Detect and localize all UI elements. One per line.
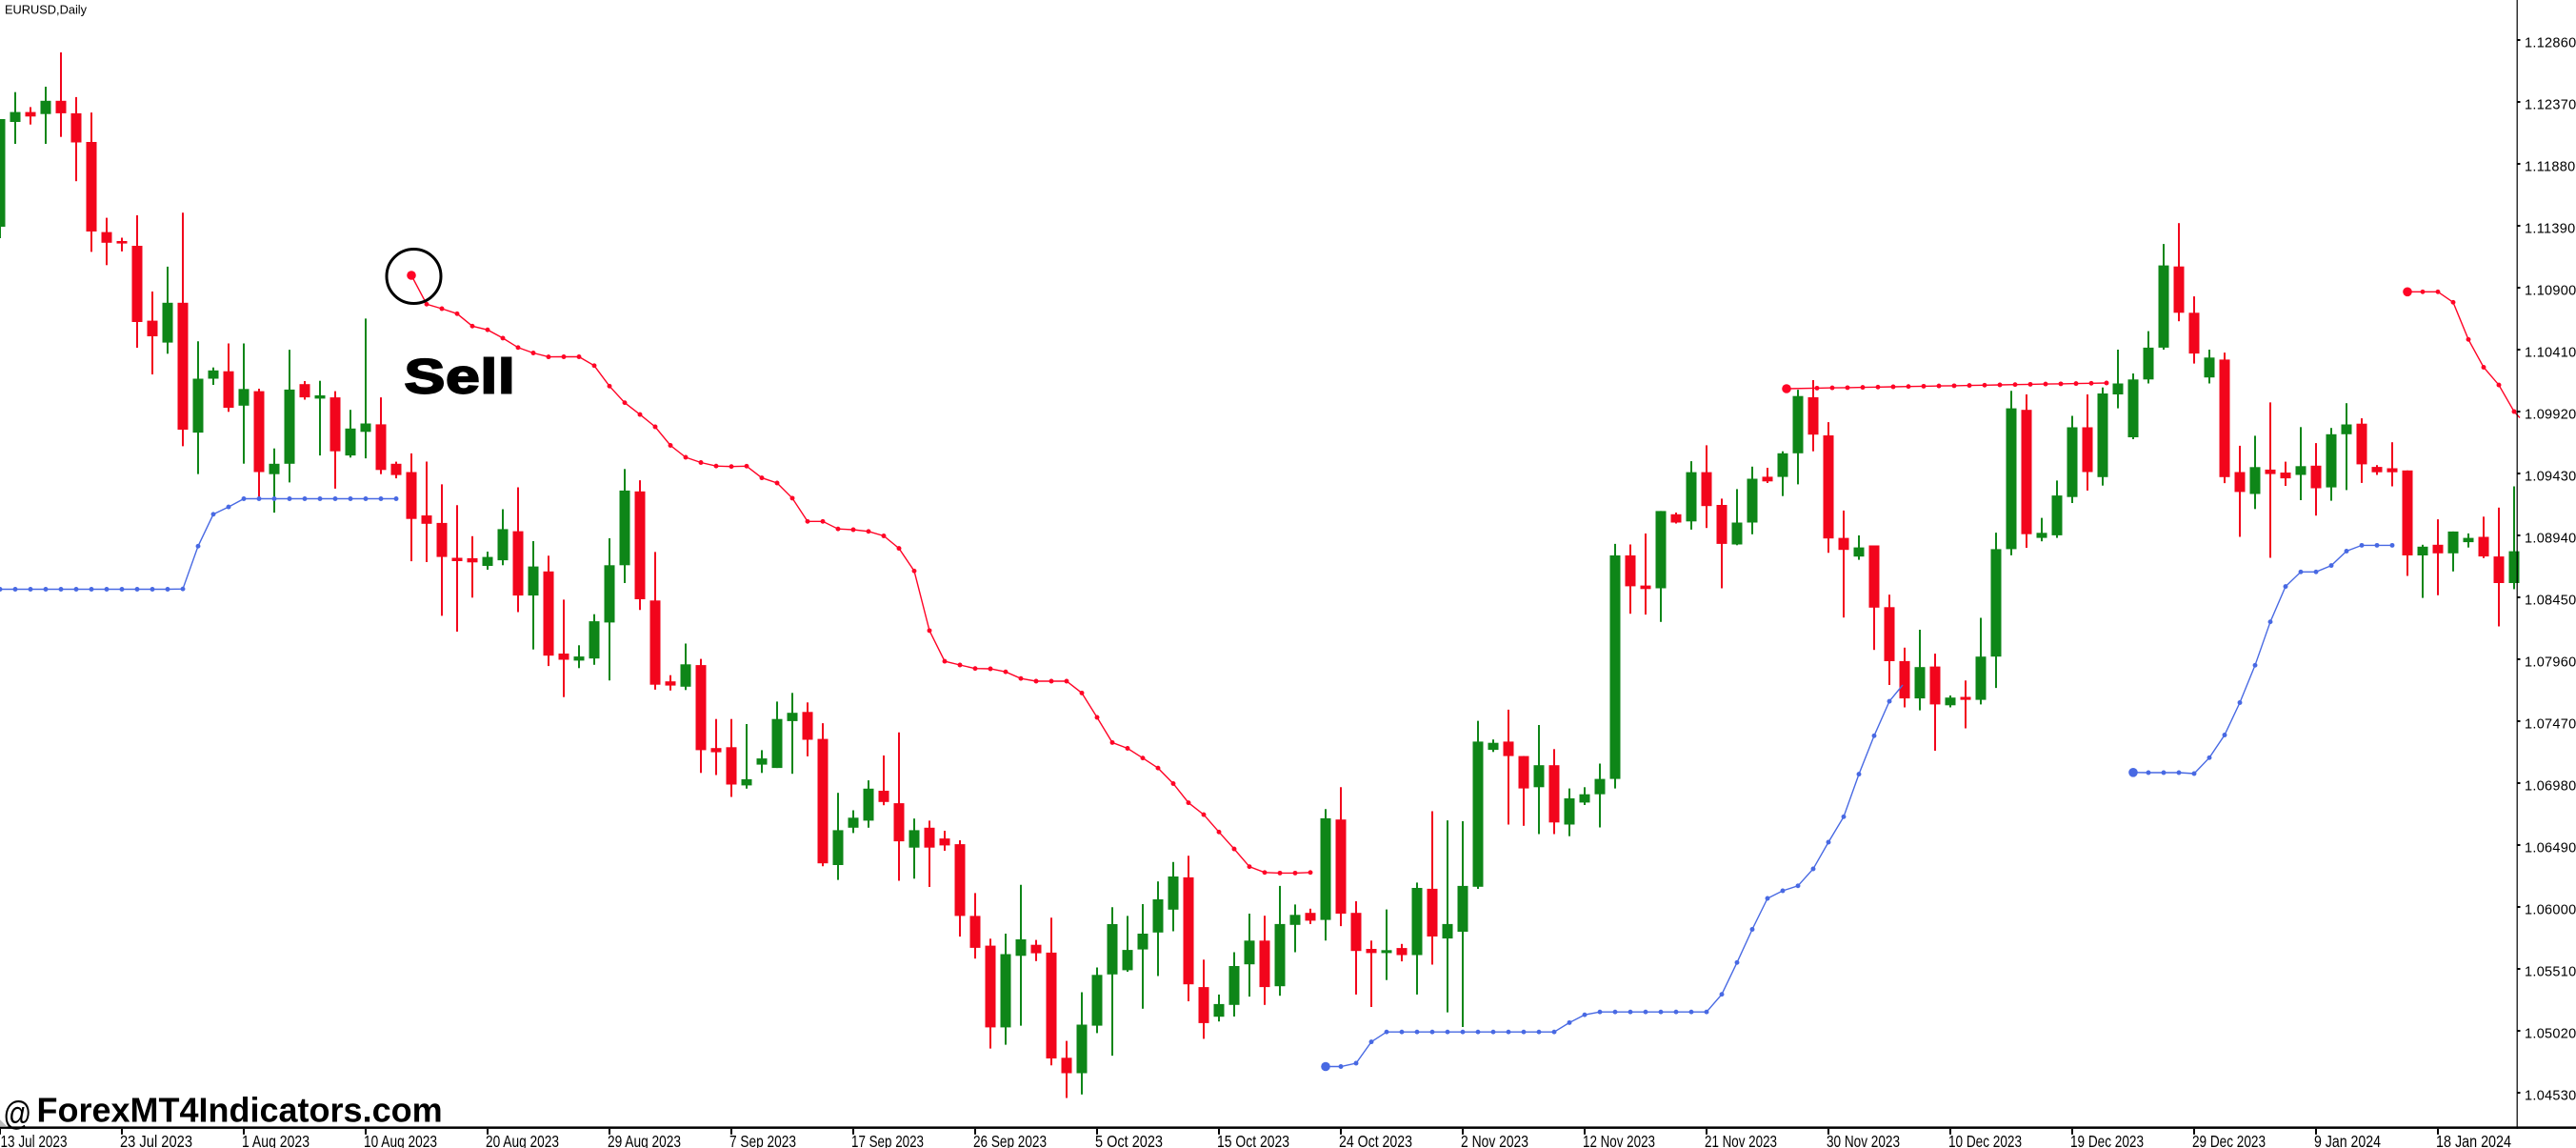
- svg-text:7 Sep 2023: 7 Sep 2023: [729, 1132, 796, 1148]
- svg-text:24 Oct 2023: 24 Oct 2023: [1339, 1132, 1412, 1148]
- svg-text:1.07470: 1.07470: [2525, 716, 2576, 732]
- svg-text:23 Jul 2023: 23 Jul 2023: [120, 1132, 192, 1148]
- svg-text:1.09920: 1.09920: [2525, 407, 2576, 422]
- svg-text:1.11390: 1.11390: [2525, 221, 2575, 236]
- svg-text:10 Dec 2023: 10 Dec 2023: [1948, 1132, 2022, 1148]
- svg-text:1.10410: 1.10410: [2525, 345, 2576, 360]
- svg-text:29 Dec 2023: 29 Dec 2023: [2192, 1132, 2266, 1148]
- svg-text:1.06980: 1.06980: [2525, 778, 2576, 794]
- svg-text:1.06490: 1.06490: [2525, 840, 2576, 856]
- svg-text:1.05020: 1.05020: [2525, 1026, 2576, 1041]
- svg-text:1.12370: 1.12370: [2525, 97, 2576, 112]
- svg-text:13 Jul 2023: 13 Jul 2023: [1, 1132, 68, 1148]
- svg-text:1.04530: 1.04530: [2525, 1088, 2576, 1103]
- svg-text:1.11880: 1.11880: [2525, 159, 2575, 174]
- svg-text:1.09430: 1.09430: [2525, 469, 2576, 484]
- svg-text:1 Aug 2023: 1 Aug 2023: [242, 1132, 310, 1148]
- svg-text:1.10900: 1.10900: [2525, 283, 2576, 298]
- svg-text:21 Nov 2023: 21 Nov 2023: [1705, 1132, 1777, 1148]
- svg-text:5 Oct 2023: 5 Oct 2023: [1095, 1132, 1163, 1148]
- svg-text:@: @: [3, 1094, 31, 1132]
- svg-text:1.06000: 1.06000: [2525, 902, 2576, 917]
- svg-text:1.08940: 1.08940: [2525, 531, 2576, 546]
- svg-text:Sell: Sell: [405, 350, 516, 404]
- svg-text:1.07960: 1.07960: [2525, 655, 2576, 670]
- svg-text:30 Nov 2023: 30 Nov 2023: [1827, 1132, 1900, 1148]
- svg-text:19 Dec 2023: 19 Dec 2023: [2070, 1132, 2144, 1148]
- svg-text:1.08450: 1.08450: [2525, 593, 2576, 608]
- svg-text:12 Nov 2023: 12 Nov 2023: [1583, 1132, 1655, 1148]
- svg-text:1.05510: 1.05510: [2525, 964, 2576, 979]
- svg-text:10 Aug 2023: 10 Aug 2023: [364, 1132, 437, 1148]
- svg-text:18 Jan 2024: 18 Jan 2024: [2436, 1132, 2511, 1148]
- svg-text:1.12860: 1.12860: [2525, 35, 2576, 50]
- svg-text:9 Jan 2024: 9 Jan 2024: [2314, 1132, 2381, 1148]
- svg-text:2 Nov 2023: 2 Nov 2023: [1461, 1132, 1528, 1148]
- svg-text:20 Aug 2023: 20 Aug 2023: [486, 1132, 559, 1148]
- svg-text:15 Oct 2023: 15 Oct 2023: [1217, 1132, 1289, 1148]
- svg-text:26 Sep 2023: 26 Sep 2023: [973, 1132, 1047, 1148]
- svg-text:EURUSD,Daily: EURUSD,Daily: [5, 3, 88, 17]
- svg-text:29 Aug 2023: 29 Aug 2023: [608, 1132, 681, 1148]
- svg-text:ForexMT4Indicators.com: ForexMT4Indicators.com: [37, 1091, 443, 1130]
- svg-text:17 Sep 2023: 17 Sep 2023: [851, 1132, 924, 1148]
